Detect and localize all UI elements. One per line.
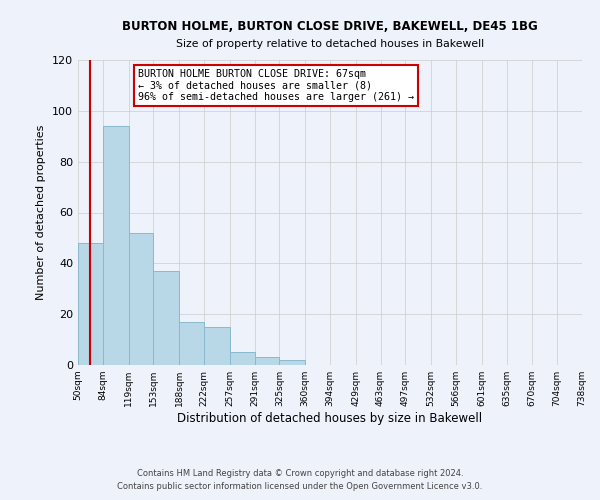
Bar xyxy=(78,243,103,365)
Text: Contains HM Land Registry data © Crown copyright and database right 2024.: Contains HM Land Registry data © Crown c… xyxy=(137,468,463,477)
Bar xyxy=(179,322,204,365)
Bar xyxy=(204,327,230,365)
Bar xyxy=(280,360,305,365)
Bar xyxy=(254,358,280,365)
Bar xyxy=(103,126,128,365)
Bar xyxy=(230,352,254,365)
Text: BURTON HOLME, BURTON CLOSE DRIVE, BAKEWELL, DE45 1BG: BURTON HOLME, BURTON CLOSE DRIVE, BAKEWE… xyxy=(122,20,538,33)
X-axis label: Distribution of detached houses by size in Bakewell: Distribution of detached houses by size … xyxy=(178,412,482,425)
Y-axis label: Number of detached properties: Number of detached properties xyxy=(37,125,46,300)
Text: Size of property relative to detached houses in Bakewell: Size of property relative to detached ho… xyxy=(176,39,484,49)
Bar xyxy=(128,233,154,365)
Bar xyxy=(154,271,179,365)
Text: BURTON HOLME BURTON CLOSE DRIVE: 67sqm
← 3% of detached houses are smaller (8)
9: BURTON HOLME BURTON CLOSE DRIVE: 67sqm ←… xyxy=(139,69,415,102)
Text: Contains public sector information licensed under the Open Government Licence v3: Contains public sector information licen… xyxy=(118,482,482,491)
